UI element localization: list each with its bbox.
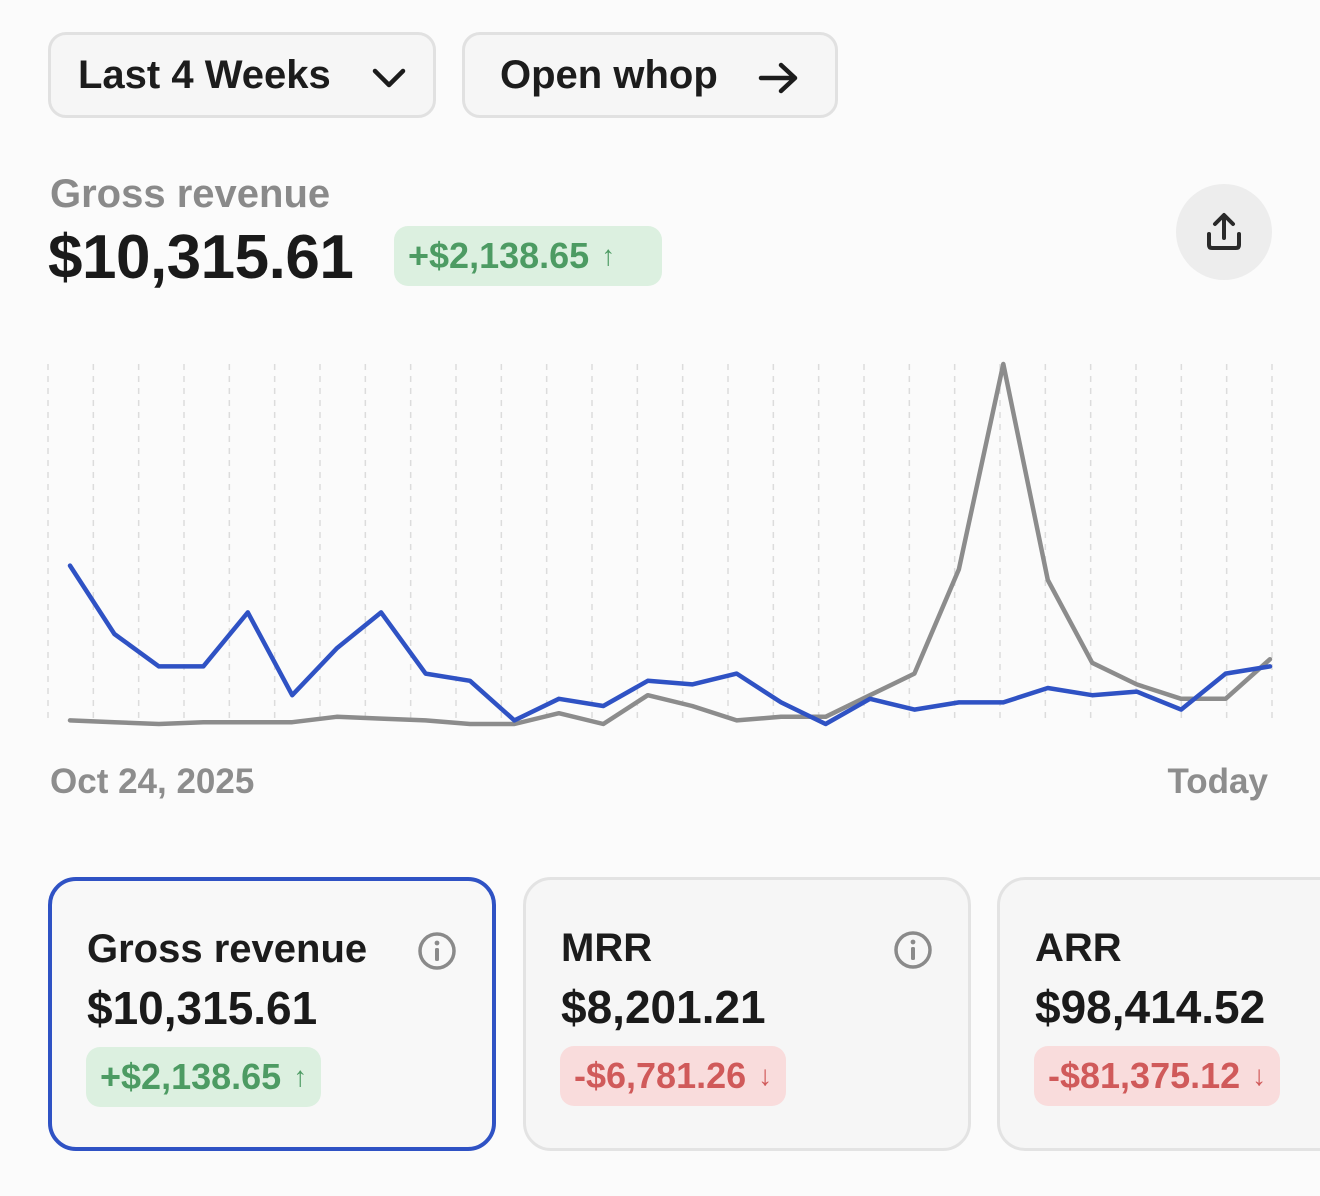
card-delta-badge: +$2,138.65 ↑ [86, 1047, 322, 1107]
chart-series [67, 361, 1273, 727]
metric-delta-badge: +$2,138.65 ↑ [394, 226, 662, 286]
card-value: $10,315.61 [87, 982, 318, 1034]
arrow-up-icon: ↑ [293, 1061, 308, 1092]
arrow-right-icon [758, 62, 798, 94]
chevron-down-icon [372, 68, 406, 88]
card-delta-value: -$6,781.26 [574, 1055, 747, 1096]
share-button[interactable] [1176, 184, 1272, 280]
card-value: $8,201.21 [561, 981, 766, 1033]
x-axis-end-label: Today [1167, 762, 1268, 801]
metric-card-gross-revenue[interactable]: Gross revenue $10,315.61 +$2,138.65 ↑ [48, 877, 496, 1151]
arrow-up-icon: ↑ [601, 240, 616, 271]
metric-delta-value: +$2,138.65 [408, 235, 590, 276]
x-axis-start-label: Oct 24, 2025 [50, 762, 255, 801]
revenue-line-chart[interactable] [0, 340, 1320, 750]
card-title: MRR [561, 926, 653, 970]
chart-grid [47, 364, 1273, 720]
card-delta-value: -$81,375.12 [1048, 1055, 1241, 1096]
date-range-label: Last 4 Weeks [78, 52, 331, 97]
series-line-current [67, 563, 1273, 727]
metric-value: $10,315.61 [48, 223, 354, 292]
card-title: Gross revenue [87, 927, 368, 971]
card-delta-badge: -$6,781.26 ↓ [560, 1046, 787, 1106]
open-whop-button[interactable]: Open whop [462, 32, 838, 118]
card-title: ARR [1035, 926, 1122, 970]
series-line-previous [67, 361, 1273, 727]
arrow-down-icon: ↓ [1252, 1060, 1267, 1091]
metric-label: Gross revenue [50, 172, 331, 216]
card-delta-value: +$2,138.65 [100, 1056, 282, 1097]
share-upload-icon [1207, 213, 1241, 250]
metric-card-arr[interactable]: ARR $98,414.52 -$81,375.12 ↓ [997, 877, 1320, 1151]
card-value: $98,414.52 [1035, 981, 1266, 1033]
arrow-down-icon: ↓ [758, 1060, 773, 1091]
metric-card-mrr[interactable]: MRR $8,201.21 -$6,781.26 ↓ [523, 877, 971, 1151]
info-icon[interactable] [893, 930, 933, 970]
info-icon[interactable] [417, 931, 457, 971]
date-range-dropdown[interactable]: Last 4 Weeks [48, 32, 436, 118]
card-delta-badge: -$81,375.12 ↓ [1034, 1046, 1281, 1106]
open-whop-label: Open whop [500, 52, 718, 97]
